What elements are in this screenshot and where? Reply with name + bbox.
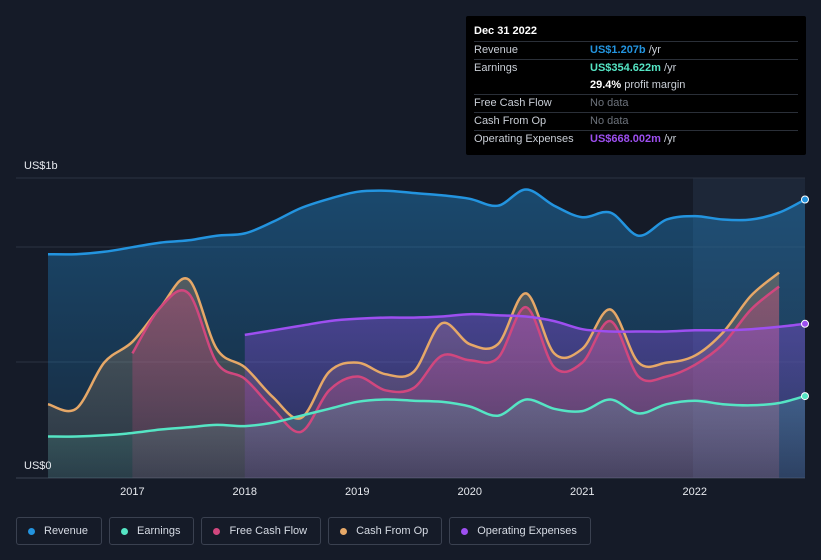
- tooltip-row: Free Cash Flow No data: [474, 94, 798, 112]
- revenue-line: [47, 188, 806, 256]
- free-cash-flow-line: [131, 285, 780, 434]
- tooltip-row-label: [474, 77, 590, 94]
- tooltip-row-label: Cash From Op: [474, 115, 547, 127]
- tooltip-row-value: No data: [590, 115, 629, 127]
- tooltip-row: Cash From Op No data: [474, 112, 798, 130]
- x-tick-label: 2020: [458, 486, 482, 498]
- legend-label: Operating Expenses: [477, 525, 577, 537]
- tooltip-row: Operating Expenses US$668.002m /yr: [474, 130, 798, 148]
- tooltip-row-label: Operating Expenses: [474, 133, 574, 145]
- cash-from-op-line: [47, 271, 780, 420]
- x-tick-label: 2019: [345, 486, 369, 498]
- tooltip-row-value: US$354.622m /yr: [590, 62, 677, 74]
- legend-dot-icon: [213, 527, 221, 535]
- legend-dot-icon: [461, 527, 469, 535]
- tooltip-row: Revenue US$1.207b /yr: [474, 41, 798, 59]
- tooltip-row: 29.4% profit margin: [474, 77, 798, 94]
- legend: Revenue Earnings Free Cash Flow Cash From O…: [16, 517, 591, 545]
- x-tick-label: 2022: [683, 486, 707, 498]
- y-axis-top-label: US$1b: [24, 160, 58, 172]
- tooltip-row-value: US$668.002m /yr: [590, 133, 677, 145]
- operating-expenses-end-point[interactable]: [801, 319, 809, 328]
- legend-item-earnings[interactable]: Earnings: [109, 517, 195, 545]
- tooltip-row-label: Earnings: [474, 62, 518, 74]
- tooltip-row: Earnings US$354.622m /yr: [474, 59, 798, 77]
- earnings-end-point[interactable]: [801, 392, 809, 401]
- legend-label: Free Cash Flow: [229, 525, 308, 537]
- tooltip-date: Dec 31 2022: [474, 25, 537, 37]
- x-tick-label: 2018: [233, 486, 257, 498]
- earnings-line: [47, 394, 806, 438]
- tooltip-row-value: 29.4% profit margin: [590, 79, 686, 91]
- legend-label: Cash From Op: [356, 525, 429, 537]
- tooltip-row-value: US$1.207b /yr: [590, 44, 661, 56]
- legend-item-operating-expenses[interactable]: Operating Expenses: [449, 517, 591, 545]
- operating-expenses-line: [244, 312, 806, 337]
- earnings-area: [48, 396, 805, 478]
- legend-dot-icon: [121, 527, 129, 535]
- legend-item-cash-from-op[interactable]: Cash From Op: [328, 517, 443, 545]
- legend-dot-icon: [340, 527, 348, 535]
- legend-item-free-cash-flow[interactable]: Free Cash Flow: [201, 517, 322, 545]
- revenue-end-point[interactable]: [801, 195, 809, 204]
- data-tooltip: Dec 31 2022 Revenue US$1.207b /yr Earnings…: [466, 16, 806, 155]
- x-tick-label: 2021: [570, 486, 594, 498]
- tooltip-row-label: Free Cash Flow: [474, 97, 552, 109]
- legend-item-revenue[interactable]: Revenue: [16, 517, 103, 545]
- y-axis-bottom-label: US$0: [24, 460, 52, 472]
- tooltip-row-label: Revenue: [474, 44, 519, 56]
- x-tick-label: 2017: [120, 486, 144, 498]
- tooltip-row-value: No data: [590, 97, 629, 109]
- legend-label: Revenue: [44, 525, 89, 537]
- legend-label: Earnings: [137, 525, 181, 537]
- legend-dot-icon: [28, 527, 35, 535]
